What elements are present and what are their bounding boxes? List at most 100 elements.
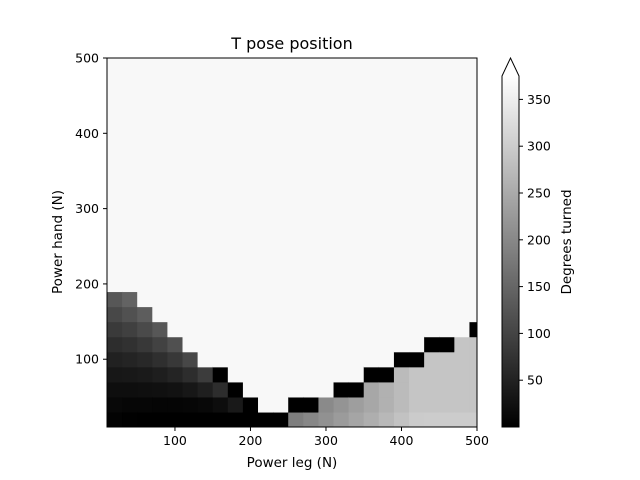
heatmap-cell xyxy=(167,140,184,157)
heatmap-cell xyxy=(333,351,350,368)
heatmap-cell xyxy=(378,336,395,353)
heatmap-cell xyxy=(212,366,229,383)
heatmap-cell xyxy=(333,155,350,172)
heatmap-cell xyxy=(348,321,365,338)
heatmap-cell xyxy=(227,231,244,247)
heatmap-cell xyxy=(318,216,335,232)
heatmap-cell xyxy=(288,381,304,398)
heatmap-cell xyxy=(258,231,274,247)
heatmap-cell xyxy=(242,201,259,217)
heatmap-cell xyxy=(197,336,214,353)
heatmap-cell xyxy=(167,366,184,383)
heatmap-cell xyxy=(393,366,410,383)
heatmap-cell xyxy=(348,396,365,413)
heatmap-cell xyxy=(182,140,199,157)
heatmap-cell xyxy=(333,201,350,217)
heatmap-cell xyxy=(122,155,138,172)
heatmap-cell xyxy=(212,246,229,262)
heatmap-cell xyxy=(378,125,395,142)
heatmap-cell xyxy=(288,276,304,293)
heatmap-cell xyxy=(454,291,471,308)
heatmap-cell xyxy=(167,231,184,247)
heatmap-cell xyxy=(333,291,350,308)
heatmap-cell xyxy=(303,291,320,308)
heatmap-cell xyxy=(454,231,471,247)
heatmap-cell xyxy=(318,261,335,277)
heatmap-cell xyxy=(137,80,153,97)
heatmap-cell xyxy=(469,336,477,353)
heatmap-cell xyxy=(137,231,153,247)
heatmap-cell xyxy=(167,261,184,277)
heatmap-cell xyxy=(454,246,471,262)
heatmap-cell xyxy=(439,80,455,97)
heatmap-cell xyxy=(197,261,214,277)
heatmap-cell xyxy=(439,336,455,353)
heatmap-cell xyxy=(182,381,199,398)
heatmap-cell xyxy=(469,381,477,398)
heatmap-cell xyxy=(137,276,153,293)
heatmap-cell xyxy=(439,216,455,232)
heatmap-cell xyxy=(167,291,184,308)
heatmap-cell xyxy=(197,231,214,247)
heatmap-cell xyxy=(439,306,455,323)
heatmap-cell xyxy=(167,186,184,202)
heatmap-cell xyxy=(393,65,410,82)
heatmap-cell xyxy=(424,125,440,142)
heatmap-cell xyxy=(197,366,214,383)
heatmap-cell xyxy=(393,201,410,217)
heatmap-cell xyxy=(107,216,123,232)
heatmap-cell xyxy=(469,110,477,127)
heatmap-cell xyxy=(409,381,425,398)
x-tick-label: 200 xyxy=(239,433,263,448)
heatmap-cell xyxy=(378,396,395,413)
heatmap-cell xyxy=(182,321,199,338)
heatmap-cell xyxy=(137,381,153,398)
heatmap-cell xyxy=(348,110,365,127)
heatmap-cell xyxy=(182,351,199,368)
heatmap-cell xyxy=(318,95,335,112)
heatmap-cell xyxy=(212,65,229,82)
heatmap-cell xyxy=(152,170,169,187)
heatmap-cell xyxy=(378,246,395,262)
heatmap-cell xyxy=(424,351,440,368)
heatmap-cell xyxy=(227,80,244,97)
heatmap-cell xyxy=(348,336,365,353)
heatmap-cell xyxy=(258,246,274,262)
heatmap-cell xyxy=(107,95,123,112)
heatmap-cell xyxy=(242,366,259,383)
heatmap-cell xyxy=(152,291,169,308)
heatmap-cell xyxy=(439,155,455,172)
heatmap-cell xyxy=(122,381,138,398)
heatmap-cell xyxy=(393,155,410,172)
heatmap-cell xyxy=(303,95,320,112)
heatmap-cell xyxy=(393,186,410,202)
heatmap-cell xyxy=(348,306,365,323)
heatmap-cell xyxy=(242,155,259,172)
heatmap-cell xyxy=(288,140,304,157)
heatmap-cell xyxy=(197,246,214,262)
heatmap-cell xyxy=(242,110,259,127)
heatmap-cell xyxy=(303,125,320,142)
heatmap-cell xyxy=(469,366,477,383)
heatmap-cell xyxy=(393,95,410,112)
heatmap-cell xyxy=(454,321,471,338)
heatmap-cell xyxy=(167,381,184,398)
heatmap-cell xyxy=(288,231,304,247)
heatmap-cell xyxy=(424,95,440,112)
colorbar-gradient xyxy=(502,76,519,427)
heatmap-cell xyxy=(303,201,320,217)
heatmap-cell xyxy=(152,411,169,427)
heatmap-cell xyxy=(469,246,477,262)
heatmap-cell xyxy=(363,246,380,262)
heatmap-cell xyxy=(318,411,335,427)
heatmap-cell xyxy=(303,170,320,187)
heatmap-cell xyxy=(378,291,395,308)
heatmap-cell xyxy=(227,246,244,262)
heatmap-cell xyxy=(258,58,274,67)
heatmap-cell xyxy=(182,170,199,187)
heatmap-cell xyxy=(318,170,335,187)
heatmap-cell xyxy=(227,366,244,383)
heatmap-cell xyxy=(378,186,395,202)
heatmap-cell xyxy=(318,80,335,97)
heatmap-cell xyxy=(303,336,320,353)
